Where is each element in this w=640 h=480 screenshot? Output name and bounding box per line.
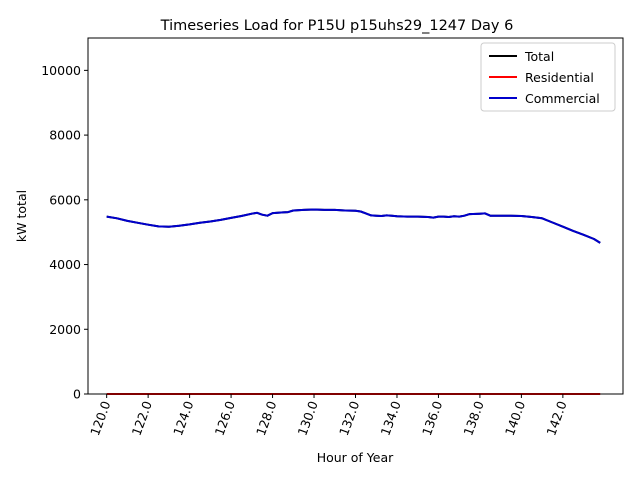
legend-label-total: Total: [524, 49, 554, 64]
legend-label-residential: Residential: [525, 70, 594, 85]
y-tick-label: 4000: [49, 257, 81, 272]
y-axis-ticks: 0 2000 4000 6000 8000 10000: [41, 63, 88, 402]
legend: Total Residential Commercial: [480, 42, 616, 112]
legend-box: [480, 42, 616, 112]
y-tick-label: 2000: [49, 322, 81, 337]
y-axis-label: kW total: [14, 190, 29, 242]
y-tick-label: 0: [73, 387, 81, 402]
legend-label-commercial: Commercial: [525, 91, 600, 106]
y-tick-label: 10000: [41, 63, 81, 78]
y-tick-label: 8000: [49, 128, 81, 143]
plot-frame: [87, 37, 624, 395]
series-line-commercial: [106, 208, 601, 244]
x-axis-label: Hour of Year: [317, 450, 394, 465]
y-tick-label: 6000: [49, 192, 81, 207]
chart-title: Timeseries Load for P15U p15uhs29_1247 D…: [160, 18, 514, 34]
